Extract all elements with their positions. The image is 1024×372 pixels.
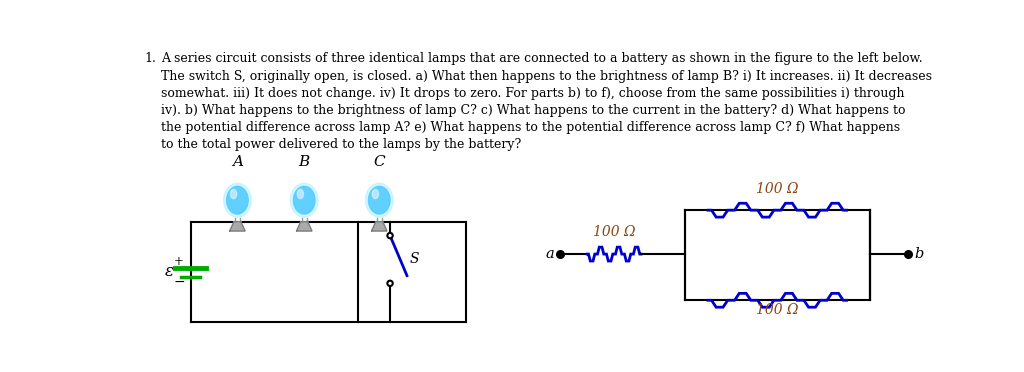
Ellipse shape (223, 183, 251, 217)
Ellipse shape (373, 189, 379, 199)
Text: A series circuit consists of three identical lamps that are connected to a batte: A series circuit consists of three ident… (162, 52, 933, 151)
Circle shape (387, 233, 393, 238)
Text: ε: ε (165, 263, 173, 280)
Text: 100 Ω: 100 Ω (756, 182, 799, 196)
Text: 100 Ω: 100 Ω (756, 303, 799, 317)
Text: C: C (374, 155, 385, 169)
Text: 1.: 1. (144, 52, 157, 65)
Text: 100 Ω: 100 Ω (593, 225, 635, 239)
Polygon shape (229, 222, 245, 231)
Polygon shape (297, 222, 312, 231)
Polygon shape (372, 222, 387, 231)
Text: b: b (914, 247, 924, 261)
Text: +: + (174, 255, 184, 268)
Ellipse shape (230, 189, 237, 199)
Text: A: A (231, 155, 243, 169)
Ellipse shape (226, 186, 248, 214)
Circle shape (387, 280, 393, 286)
Text: S: S (410, 252, 420, 266)
Ellipse shape (369, 186, 390, 214)
Ellipse shape (294, 186, 315, 214)
Text: −: − (173, 275, 185, 289)
Text: a: a (546, 247, 554, 261)
Text: B: B (299, 155, 310, 169)
Ellipse shape (291, 183, 318, 217)
Ellipse shape (297, 189, 303, 199)
Ellipse shape (366, 183, 393, 217)
